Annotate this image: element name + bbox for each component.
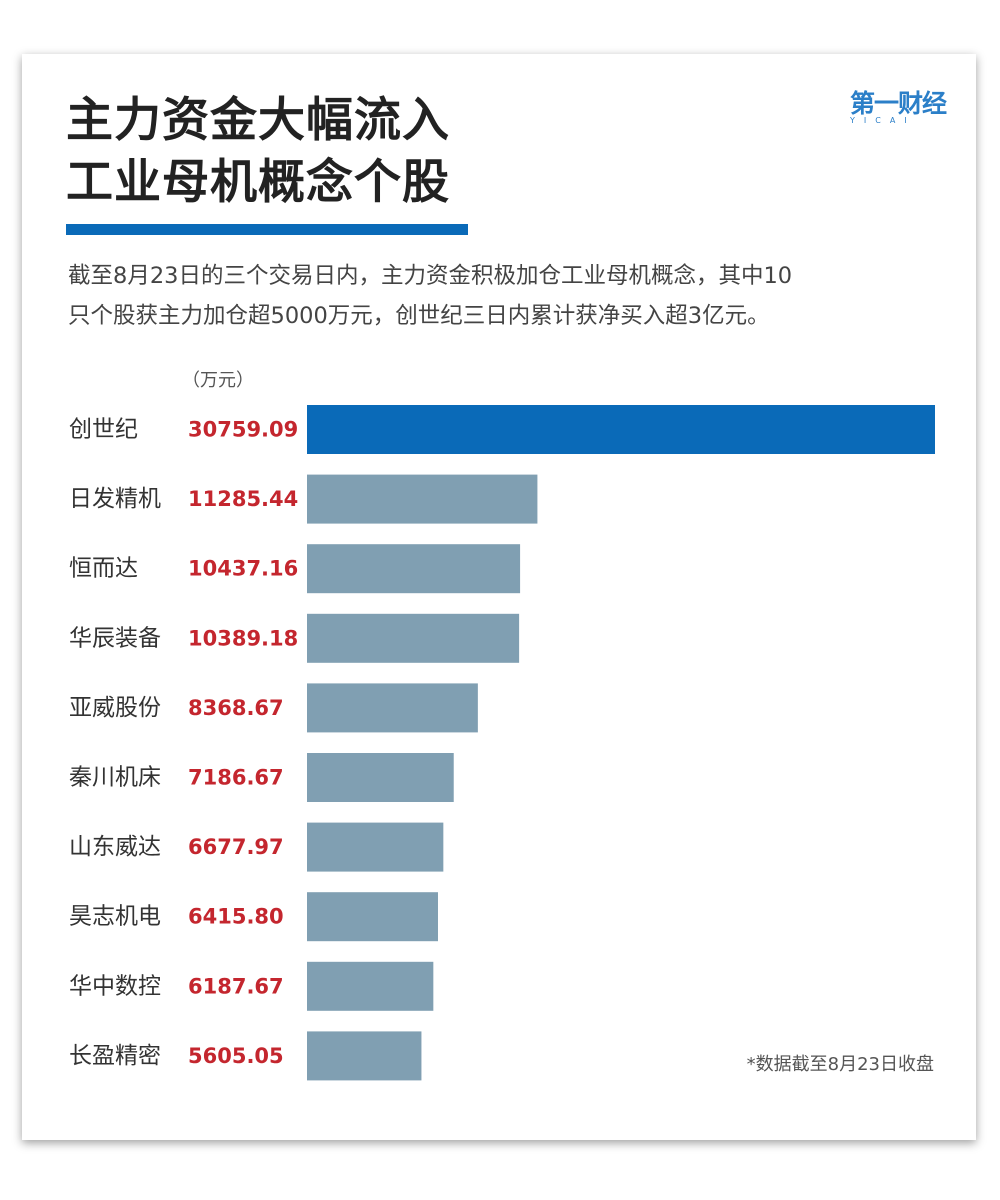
category-label: 亚威股份 bbox=[69, 695, 161, 721]
value-label: 11285.44 bbox=[188, 487, 298, 511]
bar-chart: 创世纪 30759.09 日发精机 11285.44 恒而达 10437.16 华辰装备 10… bbox=[69, 405, 935, 1081]
bar bbox=[307, 405, 935, 454]
category-label: 秦川机床 bbox=[69, 765, 161, 791]
description-line-1: 截至8月23日的三个交易日内，主力资金积极加仓工业母机概念，其中10 bbox=[68, 263, 793, 289]
category-label: 创世纪 bbox=[69, 417, 138, 443]
yicai-logo: 第一财经 YICAI bbox=[850, 89, 947, 126]
bar bbox=[307, 613, 520, 663]
logo-subtext: YICAI bbox=[850, 116, 916, 125]
infographic-card: 主力资金大幅流入 工业母机概念个股 第一财经 YICAI 截至8月23日的三个交… bbox=[22, 54, 976, 1140]
bar bbox=[307, 892, 438, 942]
value-label: 6187.67 bbox=[188, 974, 284, 998]
value-label: 10437.16 bbox=[188, 557, 298, 581]
description: 截至8月23日的三个交易日内，主力资金积极加仓工业母机概念，其中10 只个股获主… bbox=[68, 256, 948, 336]
value-label: 5605.05 bbox=[188, 1044, 284, 1068]
title-underline bbox=[66, 224, 468, 235]
bar bbox=[307, 753, 454, 802]
bar bbox=[307, 961, 434, 1011]
category-label: 昊志机电 bbox=[69, 904, 161, 930]
category-label: 日发精机 bbox=[69, 486, 161, 512]
bar bbox=[307, 544, 521, 594]
footnote: *数据截至8月23日收盘 bbox=[746, 1054, 934, 1075]
unit-label: （万元） bbox=[182, 370, 254, 391]
category-label: 华中数控 bbox=[69, 973, 161, 999]
bar bbox=[307, 822, 444, 872]
value-label: 6677.97 bbox=[188, 835, 284, 859]
description-line-2: 只个股获主力加仓超5000万元，创世纪三日内累计获净买入超3亿元。 bbox=[68, 303, 770, 329]
title-line-2: 工业母机概念个股 bbox=[66, 155, 450, 210]
category-label: 山东威达 bbox=[69, 834, 161, 860]
value-label: 10389.18 bbox=[188, 626, 298, 650]
value-label: 6415.80 bbox=[188, 905, 284, 929]
category-label: 恒而达 bbox=[69, 556, 138, 582]
page-title: 主力资金大幅流入 工业母机概念个股 bbox=[66, 90, 450, 214]
title-line-1: 主力资金大幅流入 bbox=[66, 93, 450, 148]
category-label: 长盈精密 bbox=[69, 1043, 161, 1069]
category-label: 华辰装备 bbox=[69, 625, 161, 651]
value-label: 8368.67 bbox=[188, 696, 284, 720]
bar bbox=[307, 474, 538, 524]
bar bbox=[307, 1031, 422, 1081]
value-label: 7186.67 bbox=[188, 766, 284, 790]
value-label: 30759.09 bbox=[188, 418, 298, 442]
logo-text: 第一财经 bbox=[850, 89, 947, 118]
bar bbox=[307, 683, 478, 733]
